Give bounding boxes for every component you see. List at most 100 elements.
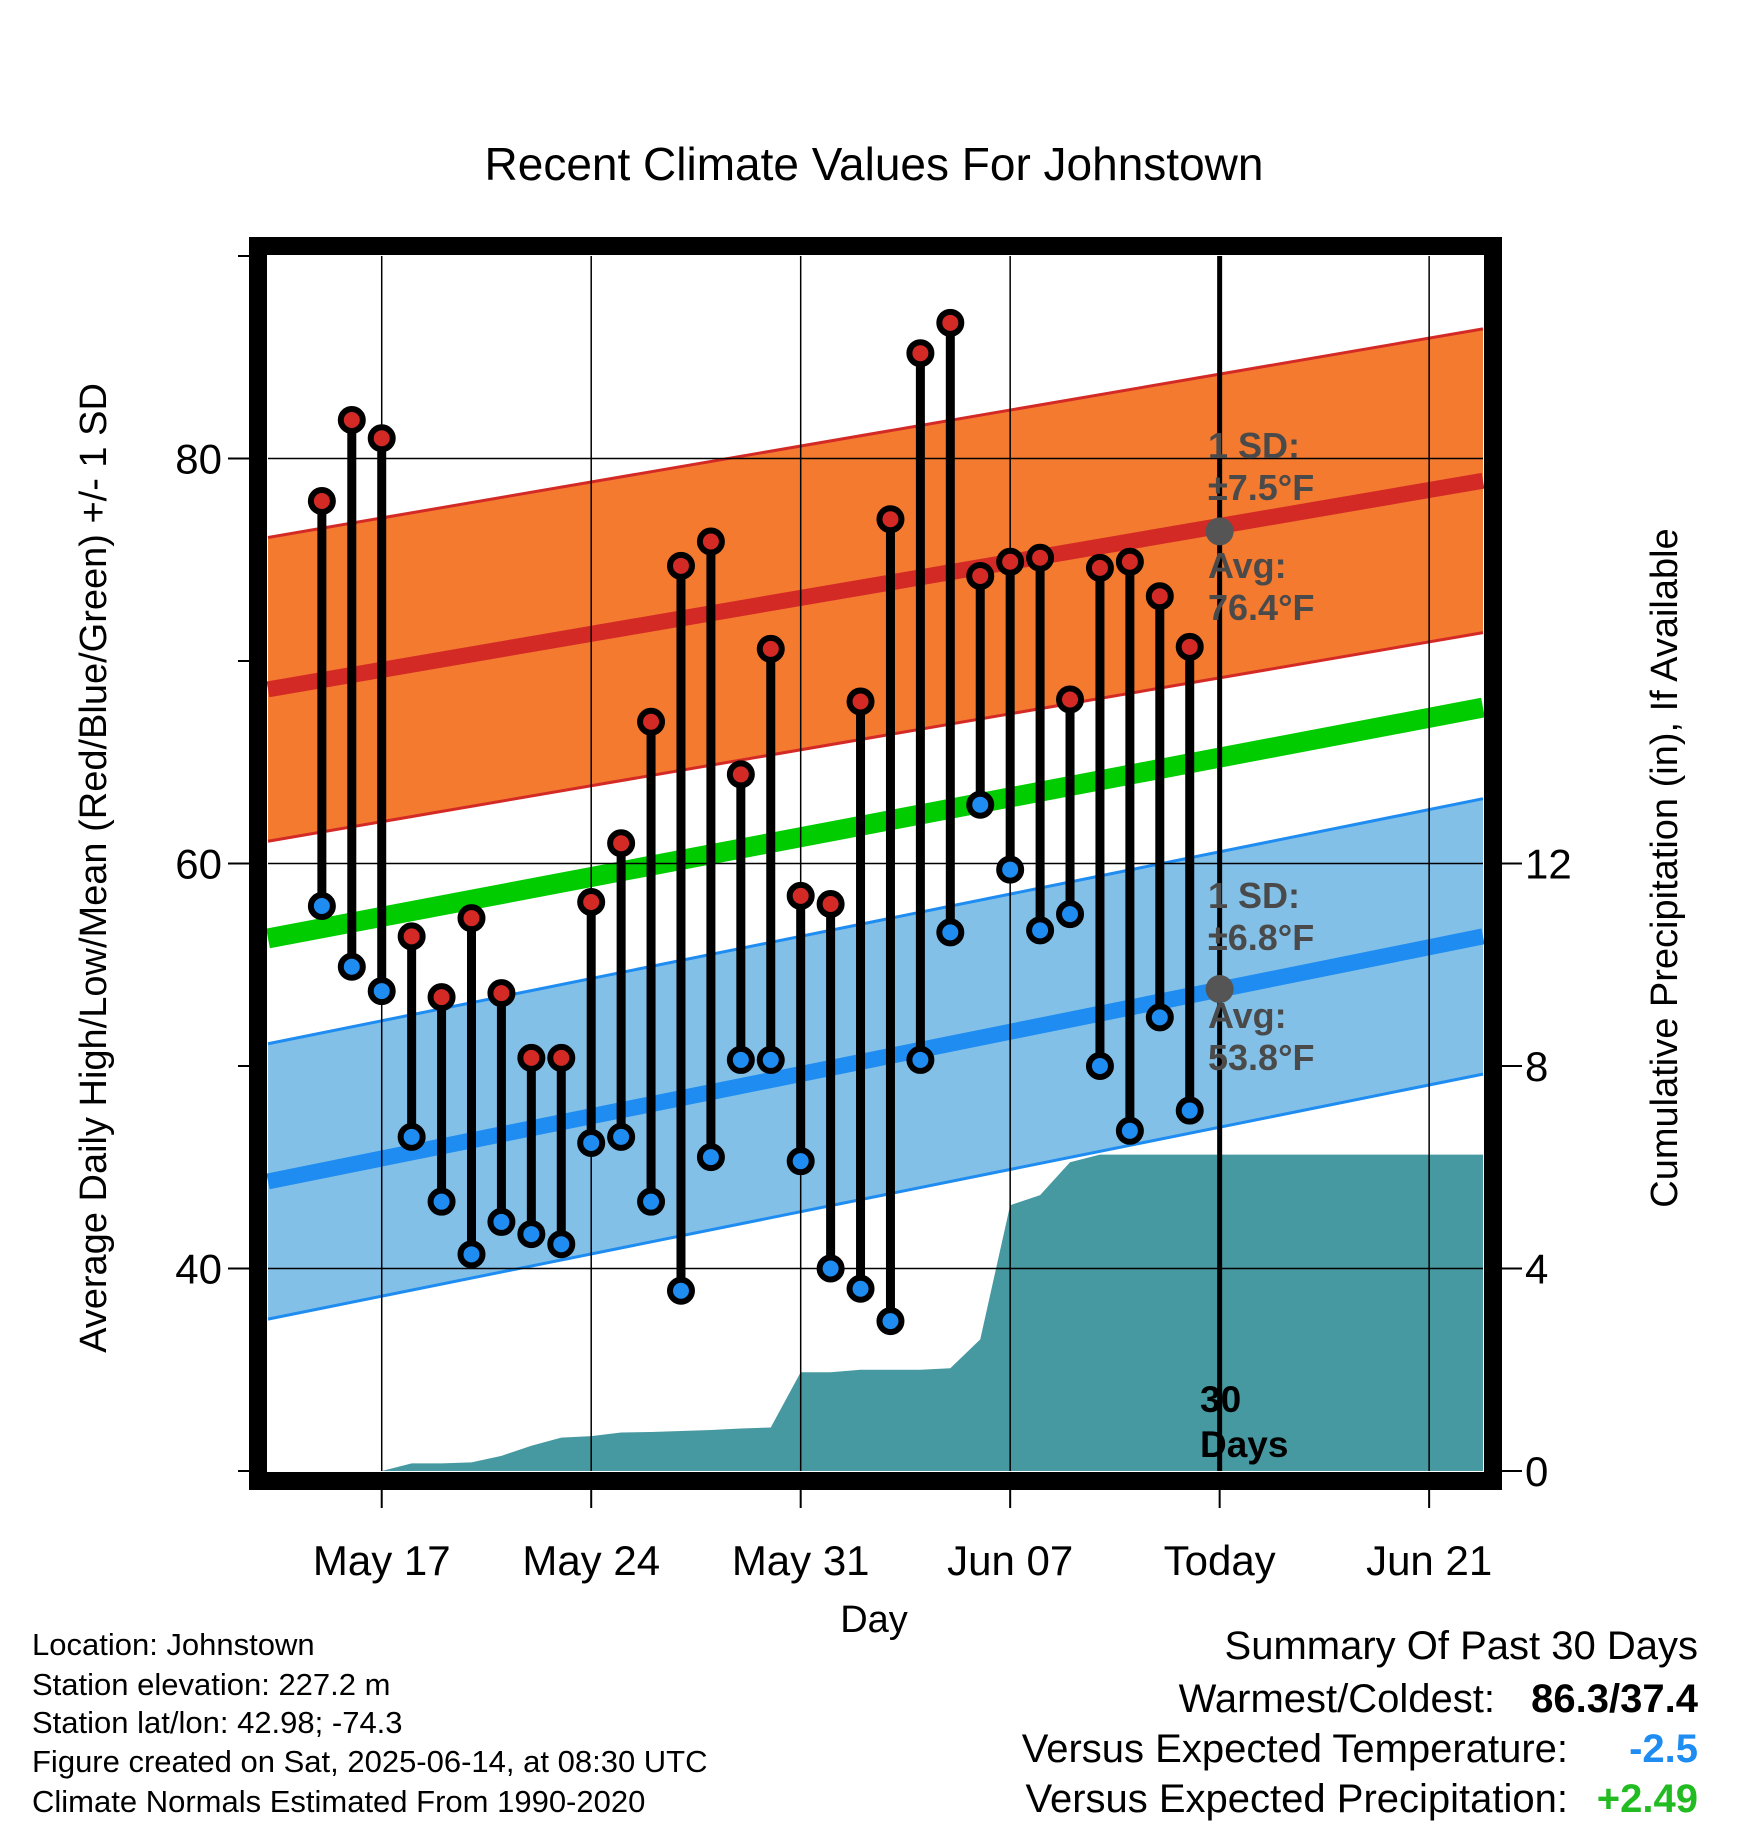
y2-tick-label: 4 (1525, 1246, 1548, 1293)
axis-ticks: May 17 May 24 May 31 Jun 07 Today Jun 2140608… (175, 255, 1572, 1584)
x-tick-label: Jun 07 (947, 1537, 1073, 1584)
info-created: Figure created on Sat, 2025-06-14, at 08… (32, 1744, 708, 1779)
y2-tick-label: 0 (1525, 1448, 1548, 1495)
daily-high-marker (1085, 553, 1114, 582)
daily-high-marker (517, 1043, 546, 1072)
daily-high-marker (1056, 685, 1085, 714)
daily-high-marker (696, 527, 725, 556)
temp-vs-expected-value: -2.5 (1629, 1727, 1698, 1771)
y2-axis-label: Cumulative Precipitation (in), If Availa… (1644, 528, 1686, 1207)
today-low-avg-marker (1205, 975, 1234, 1004)
daily-low-marker (786, 1147, 815, 1176)
high-normal-line (266, 472, 1485, 698)
daily-markers (307, 308, 1234, 1336)
daily-high-marker (547, 1043, 576, 1072)
days-word: Days (1200, 1424, 1288, 1465)
daily-low-marker (936, 918, 965, 947)
today-high-avg-marker (1205, 517, 1234, 546)
daily-low-marker (906, 1045, 935, 1074)
daily-high-marker (876, 505, 905, 534)
daily-high-marker (816, 890, 845, 918)
daily-low-marker (1085, 1052, 1114, 1080)
summary-title: Summary Of Past 30 Days (1225, 1624, 1698, 1668)
low-band-lower-edge (267, 1072, 1484, 1321)
daily-high-marker (1175, 632, 1204, 661)
daily-high-marker (966, 561, 995, 590)
high-annotation: 1 SD: ±7.5°F Avg: 76.4°F (1208, 425, 1314, 628)
daily-low-marker (577, 1128, 606, 1157)
daily-high-marker (337, 406, 366, 435)
info-normals: Climate Normals Estimated From 1990-2020 (32, 1784, 645, 1819)
daily-low-marker (1175, 1096, 1204, 1125)
precip-vs-expected-label: Versus Expected Precipitation: (1025, 1777, 1568, 1821)
low-annotation: 1 SD: ±6.8°F Avg: 53.8°F (1208, 875, 1314, 1078)
chart-title: Recent Climate Values For Johnstown (485, 138, 1264, 190)
daily-low-marker (637, 1187, 666, 1216)
daily-high-marker (397, 922, 426, 951)
daily-low-marker (846, 1274, 875, 1303)
high-band-lower-edge (267, 631, 1484, 843)
x-tick-label: Today (1164, 1537, 1276, 1584)
x-tick-label: May 17 (313, 1537, 451, 1584)
daily-high-marker (637, 707, 666, 736)
daily-low-marker (397, 1122, 426, 1151)
daily-low-marker (307, 892, 336, 921)
daily-low-marker (487, 1207, 516, 1236)
summary-panel: Summary Of Past 30 Days Warmest/Coldest:… (1022, 1624, 1699, 1821)
daily-high-marker (906, 339, 935, 368)
daily-low-marker (876, 1307, 905, 1336)
daily-high-marker (487, 979, 516, 1008)
high-sd-label: 1 SD: (1208, 425, 1300, 466)
high-sd-value: ±7.5°F (1208, 467, 1314, 508)
daily-low-marker (666, 1276, 695, 1305)
daily-low-marker (427, 1187, 456, 1216)
info-location: Location: Johnstown (32, 1627, 315, 1662)
daily-low-marker (756, 1045, 785, 1074)
y-tick-label: 60 (175, 841, 222, 888)
daily-high-marker (607, 829, 636, 858)
daily-low-marker (1026, 916, 1055, 945)
y-axis-label: Average Daily High/Low/Mean (Red/Blue/Gr… (73, 383, 115, 1353)
high-band-upper-edge (267, 327, 1484, 539)
daily-low-marker (1115, 1116, 1144, 1145)
daily-high-marker (1026, 543, 1055, 572)
daily-low-marker (966, 790, 995, 819)
daily-high-marker (996, 547, 1025, 576)
daily-low-marker (996, 855, 1025, 884)
precip-vs-expected-value: +2.49 (1597, 1777, 1698, 1821)
daily-high-marker (726, 760, 755, 789)
high-avg-value: 76.4°F (1208, 587, 1314, 628)
daily-range-stems (317, 322, 1195, 1322)
daily-low-marker (726, 1045, 755, 1074)
daily-high-marker (307, 487, 336, 516)
daily-low-marker (607, 1122, 636, 1151)
daily-low-marker (696, 1143, 725, 1172)
daily-low-marker (337, 952, 366, 981)
daily-low-marker (517, 1220, 546, 1249)
daily-high-marker (846, 687, 875, 716)
warmest-coldest-value: 86.3/37.4 (1531, 1677, 1699, 1721)
daily-high-marker (1115, 547, 1144, 576)
daily-high-marker (457, 904, 486, 933)
plot-frame (249, 237, 1502, 1490)
y2-tick-label: 12 (1525, 841, 1572, 888)
info-elevation: Station elevation: 227.2 m (32, 1667, 390, 1702)
daily-high-marker (1145, 582, 1174, 611)
days-annotation: 30 Days (1200, 1379, 1288, 1465)
warmest-coldest-label: Warmest/Coldest: (1179, 1677, 1495, 1721)
y2-tick-label: 8 (1525, 1043, 1548, 1090)
daily-high-marker (367, 424, 396, 453)
x-tick-label: May 31 (732, 1537, 870, 1584)
daily-low-marker (816, 1254, 845, 1283)
x-tick-label: May 24 (522, 1537, 660, 1584)
low-sd-value: ±6.8°F (1208, 917, 1314, 958)
y-tick-label: 80 (175, 436, 222, 483)
x-axis-label: Day (840, 1599, 908, 1641)
daily-high-marker (936, 308, 965, 337)
temp-vs-expected-label: Versus Expected Temperature: (1022, 1727, 1568, 1771)
low-sd-label: 1 SD: (1208, 875, 1300, 916)
daily-high-marker (786, 881, 815, 910)
y-tick-label: 40 (175, 1246, 222, 1293)
daily-high-marker (577, 887, 606, 916)
